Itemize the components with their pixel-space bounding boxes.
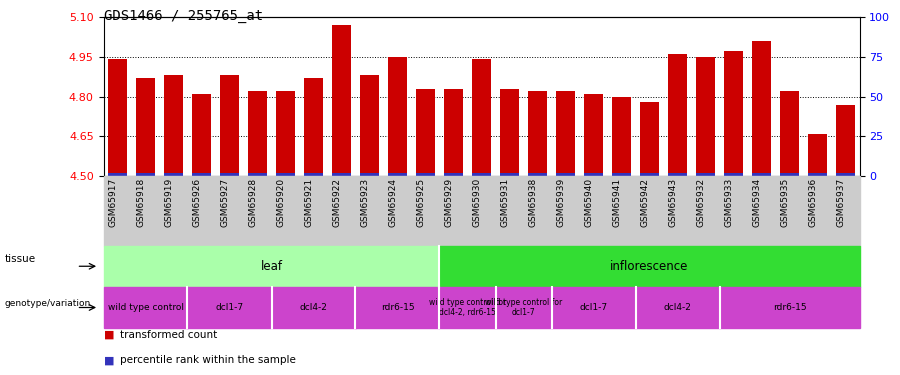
Bar	[276, 173, 294, 176]
Text: GSM65918: GSM65918	[137, 178, 146, 227]
Bar	[584, 173, 603, 176]
Bar	[445, 88, 463, 176]
Text: GSM65919: GSM65919	[165, 178, 174, 227]
Bar	[165, 173, 183, 176]
Text: GSM65930: GSM65930	[472, 178, 482, 227]
Bar	[108, 173, 127, 176]
Bar	[612, 173, 631, 176]
Text: GSM65940: GSM65940	[584, 178, 593, 227]
Text: GSM65941: GSM65941	[613, 178, 622, 227]
Text: ■: ■	[104, 356, 114, 366]
Bar	[780, 173, 798, 176]
Bar	[528, 91, 546, 176]
Text: GSM65942: GSM65942	[641, 178, 650, 227]
Text: GSM65923: GSM65923	[361, 178, 370, 227]
Text: dcl4-2: dcl4-2	[663, 303, 691, 312]
Bar	[220, 173, 238, 176]
Bar	[472, 59, 490, 176]
Bar	[248, 173, 266, 176]
Bar	[389, 173, 407, 176]
Text: GSM65938: GSM65938	[528, 178, 537, 227]
Text: rdr6-15: rdr6-15	[773, 303, 806, 312]
Text: genotype/variation: genotype/variation	[4, 299, 91, 308]
Bar	[193, 173, 211, 176]
Text: GSM65921: GSM65921	[304, 178, 313, 227]
Text: GSM65925: GSM65925	[417, 178, 426, 227]
Text: GSM65943: GSM65943	[669, 178, 678, 227]
Bar	[332, 173, 351, 176]
Bar	[669, 54, 687, 176]
Text: GDS1466 / 255765_at: GDS1466 / 255765_at	[104, 9, 263, 23]
Text: dcl4-2: dcl4-2	[300, 303, 328, 312]
Bar	[697, 173, 715, 176]
Bar	[360, 75, 379, 176]
Bar	[836, 105, 855, 176]
Text: GSM65924: GSM65924	[389, 178, 398, 227]
Bar	[724, 51, 742, 176]
Text: GSM65932: GSM65932	[697, 178, 706, 227]
Text: GSM65929: GSM65929	[445, 178, 454, 227]
Bar	[808, 134, 826, 176]
Bar	[276, 91, 294, 176]
Text: dcl1-7: dcl1-7	[580, 303, 608, 312]
Bar	[248, 91, 266, 176]
Bar	[556, 173, 574, 176]
Bar	[556, 91, 574, 176]
Text: tissue: tissue	[4, 254, 36, 264]
Bar	[697, 57, 715, 176]
Bar	[360, 173, 379, 176]
Bar	[137, 173, 155, 176]
Bar	[304, 78, 322, 176]
Bar	[836, 173, 855, 176]
Bar	[584, 94, 603, 176]
Text: GSM65926: GSM65926	[193, 178, 202, 227]
Bar	[808, 173, 826, 176]
Text: dcl1-7: dcl1-7	[215, 303, 244, 312]
Text: rdr6-15: rdr6-15	[381, 303, 414, 312]
Bar	[389, 57, 407, 176]
Bar	[332, 25, 351, 176]
Text: GSM65920: GSM65920	[276, 178, 285, 227]
Text: leaf: leaf	[260, 260, 283, 273]
Bar	[165, 75, 183, 176]
Bar	[641, 173, 659, 176]
Text: GSM65935: GSM65935	[780, 178, 789, 227]
Bar	[500, 173, 518, 176]
Text: transformed count: transformed count	[120, 330, 217, 340]
Text: GSM65933: GSM65933	[724, 178, 733, 227]
Bar	[445, 173, 463, 176]
Bar	[669, 173, 687, 176]
Bar	[780, 91, 798, 176]
Text: wild type control: wild type control	[107, 303, 184, 312]
Bar	[500, 88, 518, 176]
Text: GSM65937: GSM65937	[836, 178, 845, 227]
Bar	[220, 75, 238, 176]
Bar	[752, 173, 770, 176]
Text: percentile rank within the sample: percentile rank within the sample	[120, 356, 295, 366]
Text: GSM65928: GSM65928	[248, 178, 257, 227]
Bar	[137, 78, 155, 176]
Bar	[612, 97, 631, 176]
Bar	[724, 173, 742, 176]
Bar	[417, 88, 435, 176]
Bar	[304, 173, 322, 176]
Bar	[417, 173, 435, 176]
Text: GSM65922: GSM65922	[332, 178, 341, 227]
Text: GSM65927: GSM65927	[220, 178, 230, 227]
Text: wild type control for
dcl1-7: wild type control for dcl1-7	[485, 298, 562, 317]
Bar	[108, 59, 127, 176]
Text: GSM65917: GSM65917	[109, 178, 118, 227]
Text: wild type control for
dcl4-2, rdr6-15: wild type control for dcl4-2, rdr6-15	[429, 298, 506, 317]
Bar	[193, 94, 211, 176]
Bar	[472, 173, 490, 176]
Bar	[528, 173, 546, 176]
Bar	[641, 102, 659, 176]
Text: GSM65936: GSM65936	[808, 178, 817, 227]
Text: ■: ■	[104, 330, 114, 340]
Text: GSM65939: GSM65939	[556, 178, 565, 227]
Bar	[752, 41, 770, 176]
Text: inflorescence: inflorescence	[610, 260, 688, 273]
Text: GSM65931: GSM65931	[500, 178, 509, 227]
Text: GSM65934: GSM65934	[752, 178, 761, 227]
